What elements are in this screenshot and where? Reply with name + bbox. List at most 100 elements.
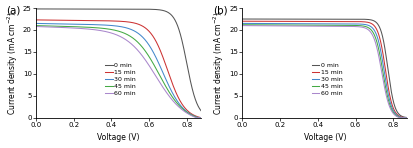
0 min: [33, 8, 38, 10]
60 min: [257, 25, 262, 27]
60 min: [240, 25, 245, 26]
0 min: [372, 20, 377, 22]
60 min: [307, 25, 312, 27]
60 min: [369, 32, 374, 34]
30 min: [372, 29, 377, 31]
X-axis label: Voltage (V): Voltage (V): [97, 133, 140, 142]
Legend: 0 min, 15 min, 30 min, 45 min, 60 min: 0 min, 15 min, 30 min, 45 min, 60 min: [105, 63, 136, 96]
45 min: [313, 24, 318, 26]
60 min: [147, 65, 152, 67]
15 min: [165, 69, 170, 71]
0 min: [199, 110, 204, 111]
0 min: [369, 19, 374, 21]
Line: 0 min: 0 min: [242, 19, 408, 118]
15 min: [199, 117, 204, 119]
0 min: [353, 18, 358, 20]
45 min: [353, 25, 358, 26]
30 min: [50, 23, 55, 25]
0 min: [50, 8, 55, 10]
45 min: [399, 117, 404, 119]
15 min: [50, 19, 55, 21]
60 min: [398, 117, 403, 119]
15 min: [240, 20, 245, 22]
60 min: [100, 30, 105, 32]
60 min: [162, 89, 167, 91]
30 min: [196, 117, 201, 119]
Text: (a): (a): [6, 6, 21, 16]
60 min: [353, 26, 358, 27]
45 min: [199, 117, 204, 119]
30 min: [199, 117, 204, 119]
0 min: [106, 8, 111, 10]
30 min: [313, 23, 318, 25]
60 min: [106, 31, 111, 33]
60 min: [199, 117, 204, 119]
15 min: [33, 19, 38, 21]
45 min: [165, 89, 170, 90]
15 min: [147, 31, 152, 32]
30 min: [369, 26, 374, 28]
Line: 15 min: 15 min: [36, 20, 201, 118]
Text: (b): (b): [213, 6, 227, 16]
15 min: [307, 21, 312, 22]
30 min: [353, 23, 358, 25]
45 min: [100, 27, 105, 29]
45 min: [372, 33, 377, 35]
45 min: [405, 117, 410, 119]
30 min: [401, 117, 406, 119]
Line: 30 min: 30 min: [242, 23, 408, 118]
30 min: [106, 24, 111, 26]
30 min: [405, 117, 410, 119]
45 min: [50, 25, 55, 27]
0 min: [162, 10, 167, 12]
30 min: [307, 23, 312, 25]
15 min: [372, 25, 377, 26]
45 min: [162, 83, 167, 85]
0 min: [240, 18, 245, 20]
45 min: [369, 29, 374, 31]
0 min: [100, 8, 105, 10]
60 min: [194, 117, 199, 119]
0 min: [257, 18, 262, 20]
30 min: [240, 22, 245, 24]
15 min: [106, 20, 111, 22]
Legend: 0 min, 15 min, 30 min, 45 min, 60 min: 0 min, 15 min, 30 min, 45 min, 60 min: [311, 63, 343, 96]
0 min: [165, 11, 170, 13]
30 min: [165, 82, 170, 84]
0 min: [313, 18, 318, 20]
0 min: [405, 117, 410, 119]
15 min: [403, 117, 408, 119]
30 min: [100, 24, 105, 26]
60 min: [405, 117, 410, 119]
15 min: [313, 21, 318, 22]
0 min: [307, 18, 312, 20]
15 min: [405, 117, 410, 119]
Y-axis label: Current density (mA cm$^{-2}$): Current density (mA cm$^{-2}$): [212, 11, 226, 115]
30 min: [147, 45, 152, 46]
Line: 60 min: 60 min: [242, 26, 408, 118]
Line: 0 min: 0 min: [36, 9, 201, 111]
Line: 45 min: 45 min: [242, 25, 408, 118]
45 min: [307, 24, 312, 26]
30 min: [33, 22, 38, 24]
60 min: [165, 93, 170, 95]
15 min: [100, 20, 105, 22]
0 min: [147, 8, 152, 10]
60 min: [313, 25, 318, 27]
15 min: [257, 20, 262, 22]
45 min: [33, 25, 38, 26]
15 min: [162, 61, 167, 63]
45 min: [106, 28, 111, 30]
60 min: [50, 26, 55, 28]
45 min: [147, 56, 152, 58]
Y-axis label: Current density (mA cm$^{-2}$): Current density (mA cm$^{-2}$): [5, 11, 20, 115]
45 min: [257, 24, 262, 26]
Line: 60 min: 60 min: [36, 26, 201, 118]
45 min: [240, 24, 245, 26]
15 min: [369, 22, 374, 24]
60 min: [33, 26, 38, 27]
Line: 30 min: 30 min: [36, 23, 201, 118]
Line: 45 min: 45 min: [36, 26, 201, 118]
45 min: [195, 117, 200, 119]
30 min: [257, 23, 262, 24]
